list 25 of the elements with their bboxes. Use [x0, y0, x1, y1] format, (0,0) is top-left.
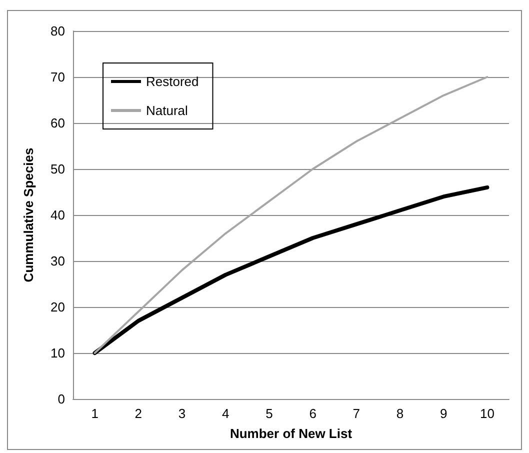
x-tick-label: 6: [309, 406, 316, 421]
x-tick-label: 7: [352, 406, 360, 421]
y-tick-label: 70: [50, 70, 65, 84]
line-series: [92, 185, 490, 355]
legend-label: Natural: [146, 103, 188, 118]
x-tick-label: 3: [178, 406, 186, 421]
x-tick-label: 10: [480, 406, 494, 421]
x-tick-label: 2: [134, 406, 142, 421]
legend-label: Restored: [146, 74, 199, 89]
x-tick-label: 9: [440, 406, 448, 421]
x-tick-label: 1: [91, 406, 98, 421]
y-tick-label: 50: [50, 162, 65, 176]
y-tick-label: 20: [50, 300, 65, 314]
y-tick-label: 80: [50, 24, 65, 38]
y-tick-label: 60: [50, 116, 65, 130]
y-axis-title: Cummulative Species: [21, 148, 36, 282]
line-series: [94, 76, 488, 354]
y-tick-label: 10: [50, 346, 65, 360]
x-tick-label: 5: [266, 406, 273, 421]
x-axis-title: Number of New List: [230, 426, 353, 441]
y-tick-label: 40: [50, 208, 65, 222]
x-tick-label: 8: [396, 406, 404, 421]
y-tick-label: 0: [58, 392, 65, 406]
y-tick-label: 30: [50, 254, 65, 268]
x-tick-label: 4: [222, 406, 230, 421]
